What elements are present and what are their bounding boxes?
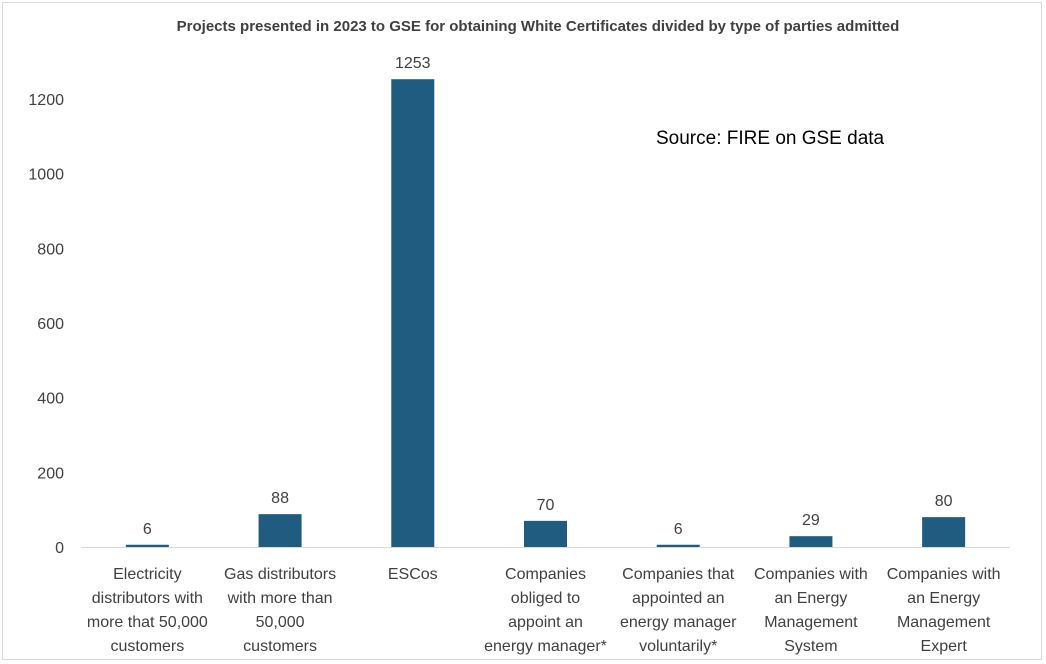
x-category-label-line: appointed an bbox=[632, 590, 725, 607]
y-tick-label: 0 bbox=[55, 540, 64, 557]
source-annotation: Source: FIRE on GSE data bbox=[656, 128, 885, 149]
data-label: 88 bbox=[271, 490, 289, 507]
x-category-label: Gas distributors with more than 50,000 cust… bbox=[224, 566, 336, 655]
bars-group bbox=[125, 79, 966, 548]
data-label: 6 bbox=[674, 521, 683, 538]
x-category-label-line: obliged to bbox=[511, 590, 580, 607]
x-category-label-line: Expert bbox=[921, 638, 968, 655]
x-category-label-line: Management bbox=[897, 614, 991, 631]
x-category-label-line: an Energy bbox=[774, 590, 847, 607]
x-category-label-line: customers bbox=[243, 638, 317, 655]
y-tick-label: 800 bbox=[37, 241, 64, 258]
x-category-label-line: with more than bbox=[227, 590, 333, 607]
y-tick-label: 400 bbox=[37, 391, 64, 408]
data-label: 1253 bbox=[395, 55, 431, 72]
bar bbox=[391, 79, 435, 548]
x-category-label: Companies with an Energy Management System bbox=[754, 566, 868, 655]
bar bbox=[922, 517, 966, 547]
x-category-label-line: customers bbox=[110, 638, 184, 655]
x-category-label: Electricity distributors with more that 50… bbox=[87, 566, 208, 655]
data-labels-group: 6 88 1253 70 6 29 80 bbox=[143, 55, 953, 538]
data-label: 70 bbox=[537, 497, 555, 514]
x-category-label-line: distributors with bbox=[92, 590, 203, 607]
x-category-label-line: more that 50,000 bbox=[87, 614, 208, 631]
x-category-label-line: Gas distributors bbox=[224, 566, 336, 583]
x-category-label: Companies obliged to appoint an energy mana… bbox=[484, 566, 607, 655]
chart-title: Projects presented in 2023 to GSE for ob… bbox=[176, 18, 900, 35]
category-labels-group: Electricity distributors with more that 50… bbox=[87, 566, 1001, 655]
x-category-label-line: energy manager bbox=[620, 614, 737, 631]
x-category-label-line: Electricity bbox=[113, 566, 181, 583]
x-category-label: Companies with an Energy Management Expert bbox=[887, 566, 1001, 655]
x-category-label-line: energy manager* bbox=[484, 638, 607, 655]
data-label: 6 bbox=[143, 521, 152, 538]
x-category-label-line: Companies bbox=[505, 566, 586, 583]
y-tick-label: 200 bbox=[37, 465, 64, 482]
x-category-label-line: appoint an bbox=[508, 614, 583, 631]
data-label: 29 bbox=[802, 512, 820, 529]
x-category-label-line: 50,000 bbox=[256, 614, 305, 631]
x-category-label: ESCos bbox=[388, 566, 438, 583]
bar bbox=[258, 514, 302, 547]
x-category-label: Companies that appointed an energy manager… bbox=[620, 566, 737, 655]
x-category-label-line: Management bbox=[764, 614, 858, 631]
x-category-label-line: voluntarily* bbox=[639, 638, 717, 655]
y-axis-ticks: 0 200 400 600 800 1000 1200 bbox=[28, 92, 64, 557]
x-category-label-line: Companies with bbox=[887, 566, 1001, 583]
y-tick-label: 1200 bbox=[28, 92, 64, 109]
data-label: 80 bbox=[935, 493, 953, 510]
x-category-label-line: Companies that bbox=[622, 566, 735, 583]
x-category-label-line: ESCos bbox=[388, 566, 438, 583]
y-tick-label: 1000 bbox=[28, 167, 64, 184]
bar bbox=[125, 544, 169, 547]
bar bbox=[524, 520, 567, 547]
y-tick-label: 600 bbox=[37, 316, 64, 333]
bar bbox=[656, 544, 700, 547]
bar bbox=[789, 536, 833, 547]
x-category-label-line: Companies with bbox=[754, 566, 868, 583]
x-category-label-line: System bbox=[784, 638, 837, 655]
x-category-label-line: an Energy bbox=[907, 590, 980, 607]
